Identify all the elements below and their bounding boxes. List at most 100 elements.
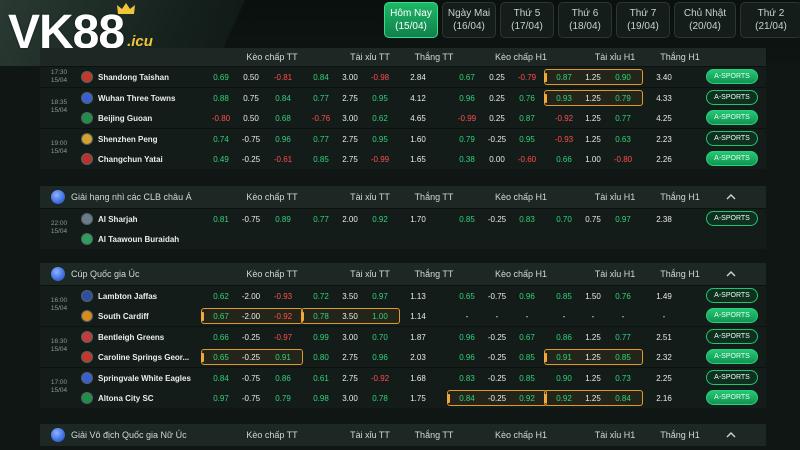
odds-hdp1[interactable]: 0.83 [459,374,475,383]
odds-ou[interactable]: 0.70 [372,333,388,342]
odds-hdp1[interactable]: 0.38 [459,155,475,164]
odds-ou[interactable]: 2.00 [342,215,358,224]
odds-win[interactable]: 1.65 [410,155,426,164]
a-sports-button[interactable]: A-SPORTS [706,151,758,166]
odds-hdp1[interactable]: 0.85 [519,374,535,383]
odds-win1[interactable]: 2.26 [656,155,672,164]
odds-ou[interactable]: 0.84 [313,73,329,82]
odds-ou1[interactable]: 1.25 [585,94,601,103]
odds-ou1[interactable]: 0.73 [615,374,631,383]
odds-win[interactable]: 1.14 [410,312,426,321]
odds-win[interactable]: 4.65 [410,114,426,123]
a-sports-button[interactable]: A-SPORTS [706,131,758,146]
odds-ou1[interactable]: 1.25 [585,73,601,82]
team-name[interactable]: Al Taawoun Buraidah [98,235,180,244]
odds-hdp1[interactable]: -0.75 [487,292,507,301]
odds-ou[interactable]: 3.00 [342,114,358,123]
odds-hdp[interactable]: 0.75 [243,94,259,103]
odds-ou[interactable]: 3.50 [342,292,358,301]
odds-hdp1[interactable]: 0.83 [519,215,535,224]
odds-hdp[interactable]: 0.96 [275,135,291,144]
odds-hdp[interactable]: -0.75 [241,374,261,383]
odds-ou[interactable]: 0.61 [313,374,329,383]
odds-hdp[interactable]: 0.62 [213,292,229,301]
odds-hdp1[interactable]: -0.79 [517,73,537,82]
odds-win[interactable]: 2.84 [410,73,426,82]
a-sports-button[interactable]: A-SPORTS [706,349,758,364]
odds-ou1[interactable]: -0.92 [554,114,574,123]
odds-hdp[interactable]: 0.50 [243,73,259,82]
odds-hdp1[interactable]: 0.25 [489,73,505,82]
day-tab-5[interactable]: Chủ Nhật (20/04) [674,2,736,38]
odds-hdp[interactable]: 0.66 [213,333,229,342]
odds-win[interactable]: 1.13 [410,292,426,301]
odds-hdp1[interactable]: -0.99 [457,114,477,123]
odds-hdp1[interactable]: 0.65 [459,292,475,301]
a-sports-button[interactable]: A-SPORTS [706,90,758,105]
team-name[interactable]: South Cardiff [98,312,149,321]
odds-hdp[interactable]: -0.75 [241,215,261,224]
odds-hdp1[interactable]: 0.67 [459,73,475,82]
odds-ou[interactable]: -0.92 [370,374,390,383]
odds-hdp1[interactable]: -0.25 [487,353,507,362]
a-sports-button[interactable]: A-SPORTS [706,69,758,84]
odds-ou[interactable]: 0.97 [372,292,388,301]
day-tab-3[interactable]: Thứ 6 (18/04) [558,2,612,38]
odds-ou[interactable]: -0.98 [370,73,390,82]
day-tab-2[interactable]: Thứ 5 (17/04) [500,2,554,38]
team-name[interactable]: Al Sharjah [98,215,138,224]
odds-hdp1[interactable]: - [495,312,499,321]
a-sports-button[interactable]: A-SPORTS [706,329,758,344]
odds-hdp1[interactable]: 0.79 [459,135,475,144]
odds-hdp[interactable]: -0.25 [241,333,261,342]
odds-win1[interactable]: 2.23 [656,135,672,144]
odds-ou[interactable]: 2.75 [342,135,358,144]
odds-ou[interactable]: 0.95 [372,135,388,144]
odds-ou1[interactable]: - [621,312,625,321]
odds-ou[interactable]: 1.00 [372,312,388,321]
odds-hdp1[interactable]: -0.25 [487,333,507,342]
odds-ou[interactable]: 0.77 [313,215,329,224]
odds-win[interactable]: 1.70 [410,215,426,224]
odds-ou[interactable]: 0.78 [313,312,329,321]
odds-hdp1[interactable]: 0.67 [519,333,535,342]
odds-hdp1[interactable]: 0.25 [489,114,505,123]
odds-hdp[interactable]: 0.69 [213,73,229,82]
odds-ou[interactable]: 2.75 [342,374,358,383]
odds-hdp[interactable]: 0.84 [213,374,229,383]
odds-hdp1[interactable]: 0.96 [459,333,475,342]
odds-hdp1[interactable]: -0.25 [487,135,507,144]
odds-hdp1[interactable]: 0.85 [459,215,475,224]
odds-hdp1[interactable]: 0.87 [519,114,535,123]
team-name[interactable]: Shandong Taishan [98,73,169,82]
odds-hdp[interactable]: -0.97 [273,333,293,342]
odds-ou1[interactable]: 1.25 [585,394,601,403]
odds-hdp[interactable]: 0.79 [275,394,291,403]
odds-ou1[interactable]: 0.84 [615,394,631,403]
odds-hdp[interactable]: 0.97 [213,394,229,403]
odds-win1[interactable]: 2.32 [656,353,672,362]
odds-ou1[interactable]: 0.85 [556,292,572,301]
odds-hdp1[interactable]: 0.96 [459,94,475,103]
odds-ou[interactable]: 0.95 [372,94,388,103]
odds-win1[interactable]: 2.25 [656,374,672,383]
odds-hdp1[interactable]: 0.85 [519,353,535,362]
day-tab-1[interactable]: Ngày Mai (16/04) [442,2,496,38]
day-tab-6[interactable]: Thứ 2 (21/04) [740,2,800,38]
odds-hdp[interactable]: -0.81 [273,73,293,82]
odds-win[interactable]: 1.75 [410,394,426,403]
day-tab-4[interactable]: Thứ 7 (19/04) [616,2,670,38]
odds-hdp[interactable]: 0.67 [213,312,229,321]
a-sports-button[interactable]: A-SPORTS [706,308,758,323]
odds-ou1[interactable]: 0.86 [556,333,572,342]
odds-ou[interactable]: 0.80 [313,353,329,362]
odds-win1[interactable]: 2.16 [656,394,672,403]
odds-hdp[interactable]: -0.75 [241,135,261,144]
odds-ou[interactable]: 0.72 [313,292,329,301]
odds-hdp1[interactable]: 0.76 [519,94,535,103]
odds-win[interactable]: 1.87 [410,333,426,342]
odds-hdp1[interactable]: 0.25 [489,94,505,103]
odds-ou1[interactable]: 0.66 [556,155,572,164]
odds-hdp[interactable]: -0.25 [241,155,261,164]
odds-hdp1[interactable]: 0.95 [519,135,535,144]
